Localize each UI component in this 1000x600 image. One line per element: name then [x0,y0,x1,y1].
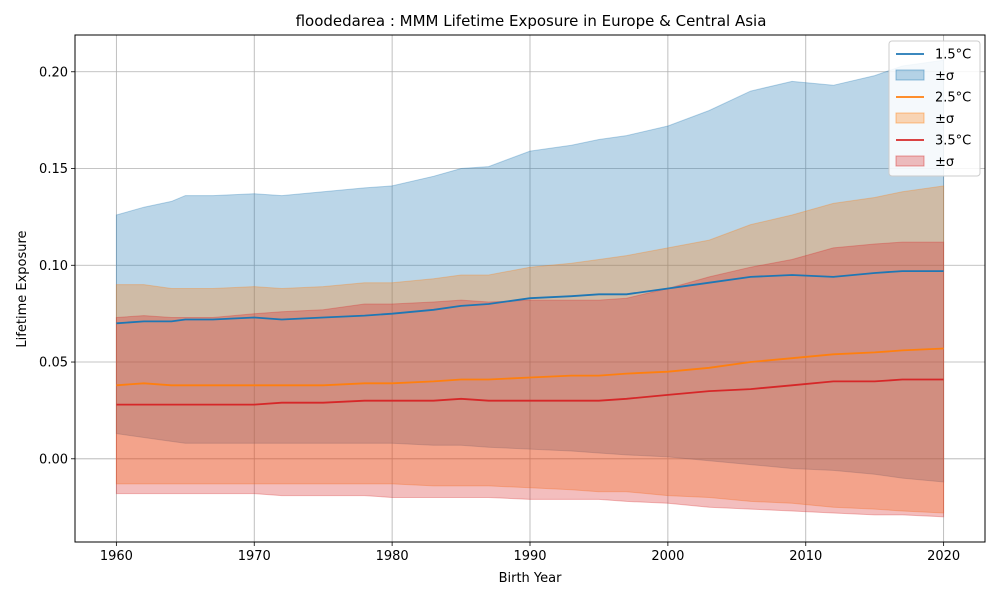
series-lines [116,270,944,406]
y-tick-label: 0.10 [39,259,68,274]
legend-label: 2.5°C [935,91,971,106]
line-series-1 [116,347,944,387]
band-series-0 [115,59,945,483]
y-axis-title: Lifetime Exposure [15,230,30,347]
y-tick-label: 0.20 [39,65,68,80]
y-tick-label: 0.05 [39,356,68,371]
x-tick-label: 1980 [376,549,409,564]
legend-band-label: ±σ [935,112,954,127]
legend-band-label: ±σ [935,69,954,84]
chart-title: floodedarea : MMM Lifetime Exposure in E… [296,12,767,30]
legend-label: 1.5°C [935,48,971,63]
legend: 1.5°C ±σ 2.5°C ±σ 3.5°C ±σ [888,40,981,177]
line-series-0 [116,270,944,325]
bands [115,59,945,518]
x-tick-label: 1990 [513,549,546,564]
legend-box [888,40,981,177]
legend-label: 3.5°C [935,134,971,149]
band-series-1 [115,185,945,514]
legend-band-swatch [895,69,925,81]
legend-band-swatch [895,155,925,167]
x-tick-label: 2000 [651,549,684,564]
x-tick-label: 2020 [927,549,960,564]
line-series-2 [116,378,944,406]
x-tick-label: 1960 [100,549,133,564]
x-axis-title: Birth Year [499,571,563,586]
band-series-2 [115,241,945,518]
legend-band-swatch [895,112,925,124]
x-axis-ticks: 1960 1970 1980 1990 2000 2010 2020 [100,542,960,564]
x-tick-label: 1970 [238,549,271,564]
y-axis-ticks: 0.00 0.05 0.10 0.15 0.20 [39,65,75,467]
x-tick-label: 2010 [789,549,822,564]
legend-band-label: ±σ [935,155,954,170]
y-tick-label: 0.00 [39,452,68,467]
y-tick-label: 0.15 [39,162,68,177]
